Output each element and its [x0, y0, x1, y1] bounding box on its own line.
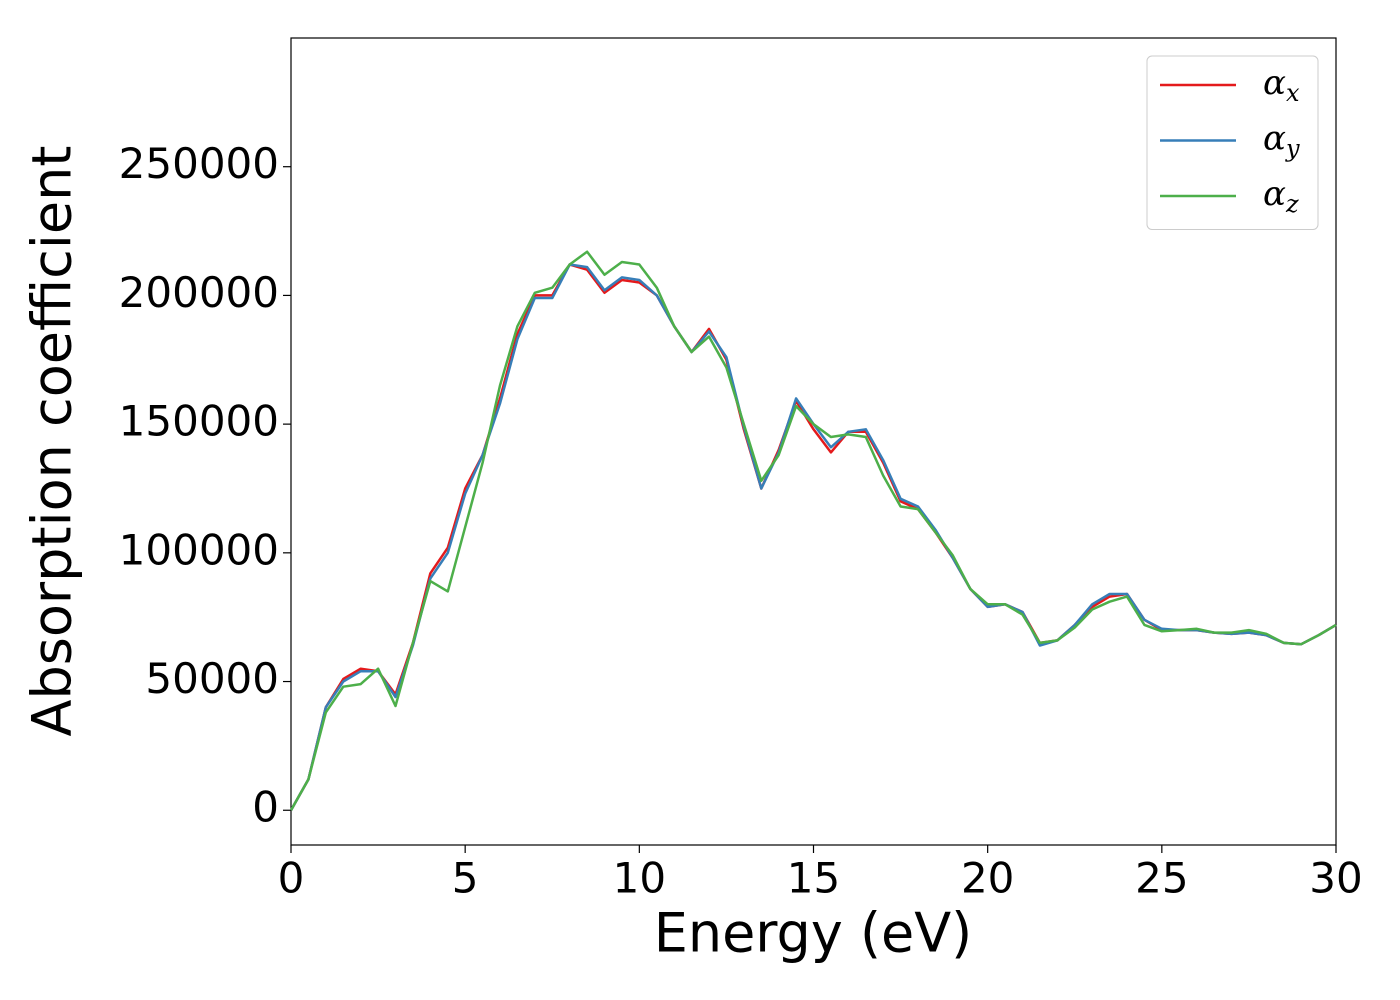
- y-tick-label: 0: [252, 783, 279, 832]
- x-tick-label: 0: [278, 854, 305, 903]
- legend-box: [1146, 55, 1319, 230]
- data-line: [289, 250, 1337, 811]
- x-tick-label: 30: [1309, 854, 1362, 903]
- x-tick-label: 15: [787, 854, 840, 903]
- x-tick-label: 10: [613, 854, 666, 903]
- y-tick-label: 50000: [145, 654, 279, 703]
- x-tick-label: 20: [961, 854, 1014, 903]
- x-tick-label: 25: [1135, 854, 1188, 903]
- x-tick-label: 5: [452, 854, 479, 903]
- y-tick-label: 150000: [119, 397, 279, 446]
- y-tick-label: 200000: [119, 268, 279, 317]
- legend-label: αz: [1263, 174, 1299, 218]
- legend-label: αx: [1263, 63, 1300, 107]
- y-axis-label: Absorption coefficient: [21, 146, 84, 737]
- data-line: [289, 263, 1337, 811]
- y-tick-label: 100000: [119, 525, 279, 574]
- x-axis-label: Energy (eV): [654, 902, 973, 965]
- legend-label: αy: [1263, 119, 1300, 163]
- y-tick-label: 250000: [119, 139, 279, 188]
- data-line: [289, 263, 1337, 811]
